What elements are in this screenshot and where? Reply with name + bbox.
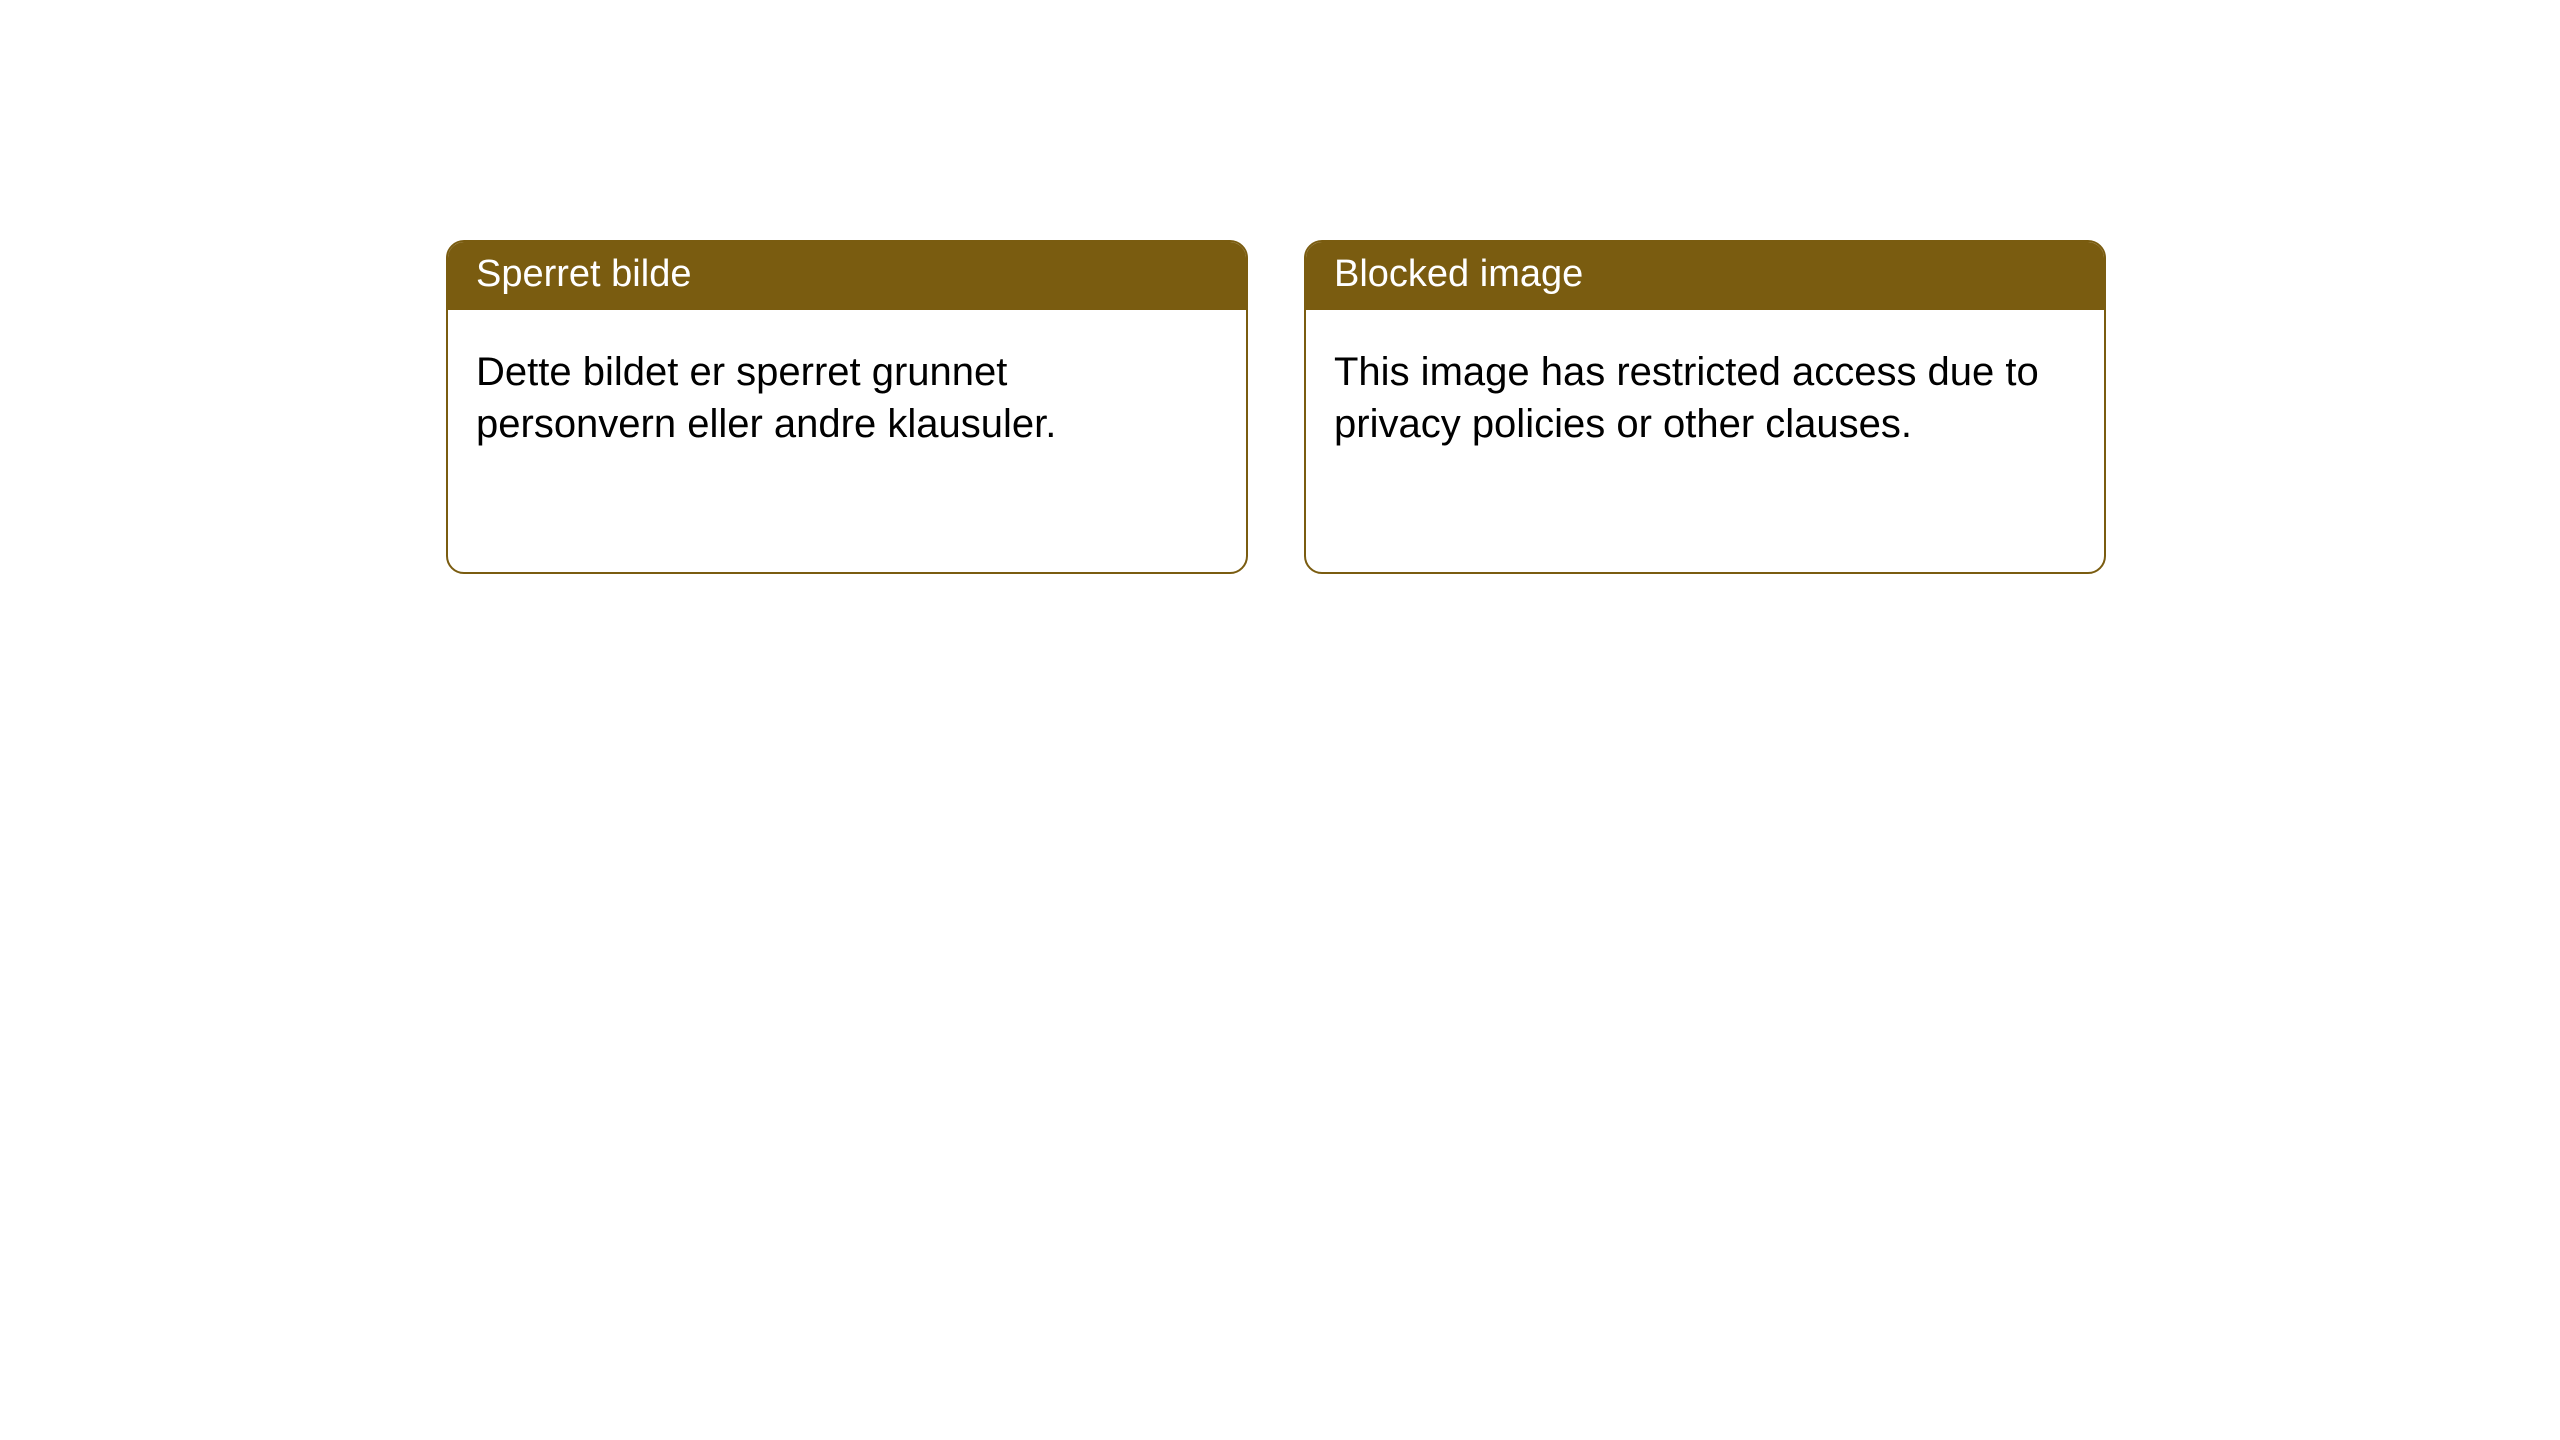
card-header: Sperret bilde: [448, 242, 1246, 310]
card-body: Dette bildet er sperret grunnet personve…: [448, 310, 1246, 478]
card-title: Blocked image: [1334, 253, 1583, 295]
blocked-image-card-norwegian: Sperret bilde Dette bildet er sperret gr…: [446, 240, 1248, 574]
card-title: Sperret bilde: [476, 253, 691, 295]
card-body-text: This image has restricted access due to …: [1334, 350, 2039, 446]
card-header: Blocked image: [1306, 242, 2104, 310]
card-body-text: Dette bildet er sperret grunnet personve…: [476, 350, 1056, 446]
card-body: This image has restricted access due to …: [1306, 310, 2104, 478]
blocked-image-card-english: Blocked image This image has restricted …: [1304, 240, 2106, 574]
card-container: Sperret bilde Dette bildet er sperret gr…: [0, 0, 2560, 574]
